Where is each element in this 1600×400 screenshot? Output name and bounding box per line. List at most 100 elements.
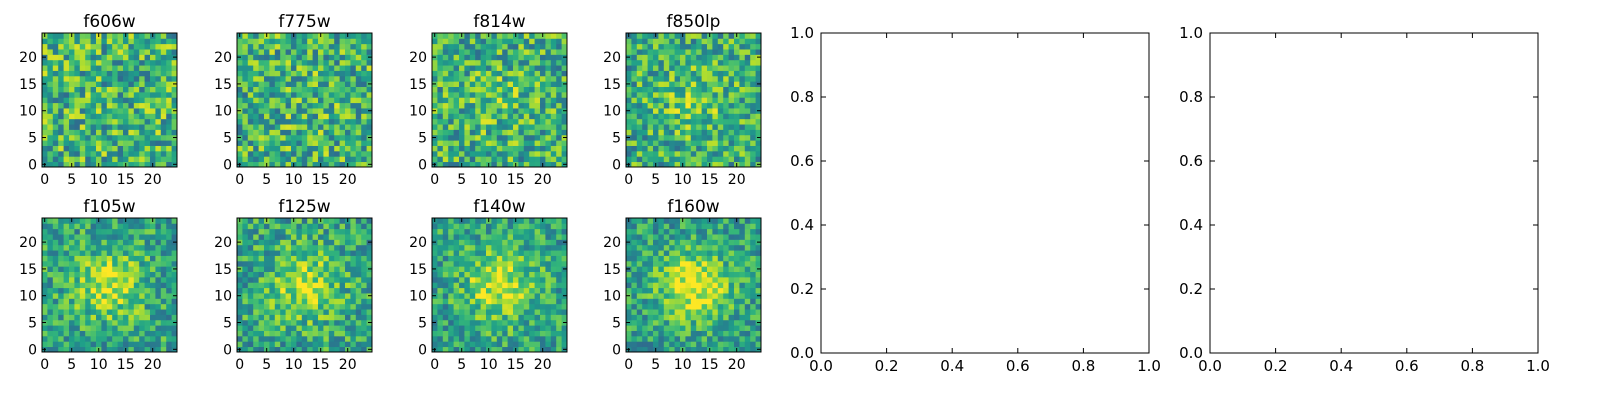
heatmap-cell: [74, 335, 81, 342]
heatmap-cell: [502, 118, 508, 125]
heatmap-cell: [291, 239, 297, 246]
heatmap-cell: [242, 108, 249, 114]
heatmap-cell: [79, 33, 86, 39]
heatmap-cell: [556, 86, 562, 93]
heatmap-cell: [63, 49, 70, 55]
heatmap-cell: [296, 244, 303, 251]
heatmap-cell: [323, 118, 330, 125]
heatmap-cell: [540, 145, 546, 152]
heatmap-cell: [323, 38, 330, 45]
heatmap-cell: [328, 145, 335, 152]
heatmap-cell: [339, 319, 346, 326]
heatmap-cell: [128, 145, 135, 152]
heatmap-cell: [366, 341, 373, 348]
heatmap-cell: [480, 234, 487, 240]
heatmap-cell: [274, 223, 281, 230]
heatmap-cell: [696, 156, 702, 163]
heatmap-cell: [47, 75, 54, 82]
heatmap-cell: [312, 54, 319, 61]
heatmap-cell: [685, 266, 692, 272]
heatmap-cell: [491, 250, 498, 256]
heatmap-cell: [106, 314, 113, 321]
heatmap-cell: [432, 38, 438, 45]
heatmap-cell: [307, 134, 313, 141]
heatmap-cell: [480, 113, 487, 120]
heatmap-cell: [350, 244, 357, 251]
heatmap-cell: [106, 97, 113, 104]
heatmap-cell: [502, 266, 508, 272]
heatmap-cell: [139, 330, 145, 337]
heatmap-cell: [42, 234, 48, 240]
heatmap-cell: [42, 65, 48, 71]
heatmap-cell: [361, 271, 367, 278]
heatmap-cell: [690, 335, 697, 342]
heatmap-cell: [540, 59, 546, 66]
heatmap-cell: [674, 335, 681, 342]
heatmap-cell: [518, 75, 525, 82]
heatmap-cell: [264, 70, 270, 77]
heatmap-cell: [355, 346, 362, 353]
heatmap-cell: [674, 54, 681, 61]
heatmap-cell: [318, 86, 324, 93]
heatmap-cell: [453, 81, 460, 87]
heatmap-cell: [274, 81, 281, 87]
heatmap-cell: [117, 298, 124, 305]
heatmap-cell: [237, 150, 243, 157]
heatmap-cell: [491, 33, 498, 39]
heatmap-cell: [296, 75, 303, 82]
heatmap-cell: [653, 54, 659, 61]
heatmap-cell: [464, 309, 471, 315]
subplot-title: f125w: [278, 197, 330, 217]
heatmap-cell: [171, 228, 178, 235]
heatmap-cell: [253, 49, 259, 55]
heatmap-cell: [301, 293, 308, 299]
heatmap-cell: [717, 118, 724, 125]
heatmap-cell: [301, 113, 308, 120]
heatmap-cell: [534, 161, 541, 168]
heatmap-cell: [106, 239, 113, 246]
heatmap-cell: [502, 223, 508, 230]
heatmap-cell: [690, 33, 697, 39]
heatmap-cell: [529, 228, 535, 235]
heatmap-cell: [361, 108, 367, 114]
heatmap-cell: [301, 255, 308, 262]
heatmap-cell: [323, 86, 330, 93]
heatmap-cell: [658, 129, 665, 136]
heatmap-cell: [139, 102, 145, 109]
heatmap-cell: [636, 118, 643, 125]
heatmap-cell: [518, 293, 525, 299]
heatmap-cell: [507, 86, 514, 93]
heatmap-cell: [361, 33, 367, 39]
heatmap-cell: [480, 260, 487, 267]
heatmap-cell: [701, 276, 708, 283]
heatmap-cell: [448, 124, 454, 130]
heatmap-cell: [529, 303, 535, 310]
heatmap-cell: [258, 75, 265, 82]
heatmap-cell: [128, 38, 135, 45]
heatmap-cell: [453, 223, 460, 230]
heatmap-cell: [101, 113, 108, 120]
heatmap-cell: [307, 124, 313, 130]
heatmap-cell: [74, 218, 81, 224]
heatmap-cell: [480, 91, 487, 98]
heatmap-cell: [85, 223, 91, 230]
heatmap-cell: [117, 70, 124, 77]
heatmap-cell: [366, 145, 373, 152]
heatmap-cell: [728, 330, 735, 337]
heatmap-cell: [155, 97, 162, 104]
heatmap-cell: [264, 309, 270, 315]
heatmap-cell: [160, 293, 167, 299]
heatmap-cell: [155, 91, 162, 98]
heatmap-cell: [150, 314, 156, 321]
heatmap-cell: [550, 303, 557, 310]
heatmap-cell: [355, 97, 362, 104]
heatmap-cell: [529, 150, 535, 157]
heatmap-cell: [755, 276, 762, 283]
heatmap-cell: [486, 145, 492, 152]
heatmap-cell: [550, 239, 557, 246]
heatmap-cell: [285, 255, 292, 262]
heatmap-cell: [690, 97, 697, 104]
heatmap-cell: [663, 266, 670, 272]
heatmap-cell: [106, 276, 113, 283]
heatmap-cell: [680, 150, 686, 157]
